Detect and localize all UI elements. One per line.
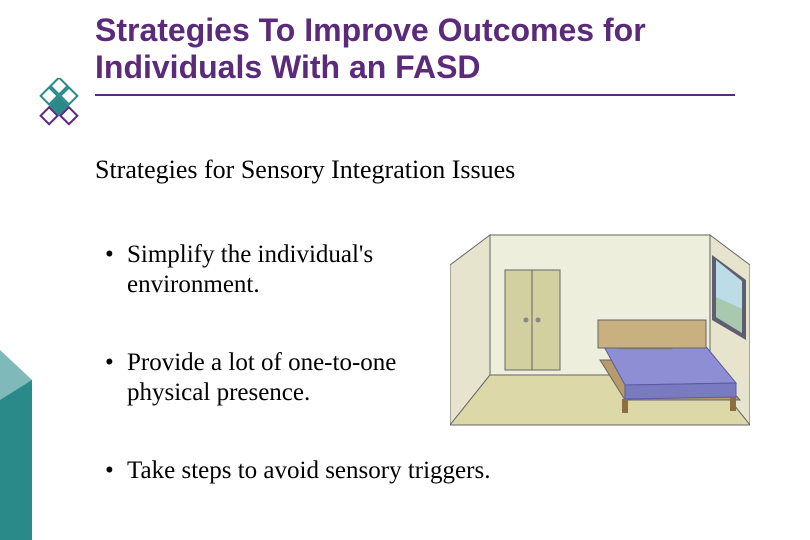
bullet-text: Take steps to avoid sensory triggers. xyxy=(127,456,490,486)
side-accent-stripe xyxy=(0,0,36,540)
bullet-text: Provide a lot of one-to-one physical pre… xyxy=(127,348,447,408)
bullet-dot-icon: • xyxy=(105,348,127,378)
bullet-dot-icon: • xyxy=(105,456,127,486)
diamond-logo-icon xyxy=(34,78,84,128)
list-item: • Take steps to avoid sensory triggers. xyxy=(105,456,755,486)
title-underline xyxy=(95,94,735,96)
bedroom-illustration xyxy=(450,225,750,430)
bullet-dot-icon: • xyxy=(105,240,127,270)
slide-title: Strategies To Improve Outcomes for Indiv… xyxy=(95,12,755,86)
slide-subtitle: Strategies for Sensory Integration Issue… xyxy=(95,155,515,185)
bullet-text: Simplify the individual's environment. xyxy=(127,240,447,300)
